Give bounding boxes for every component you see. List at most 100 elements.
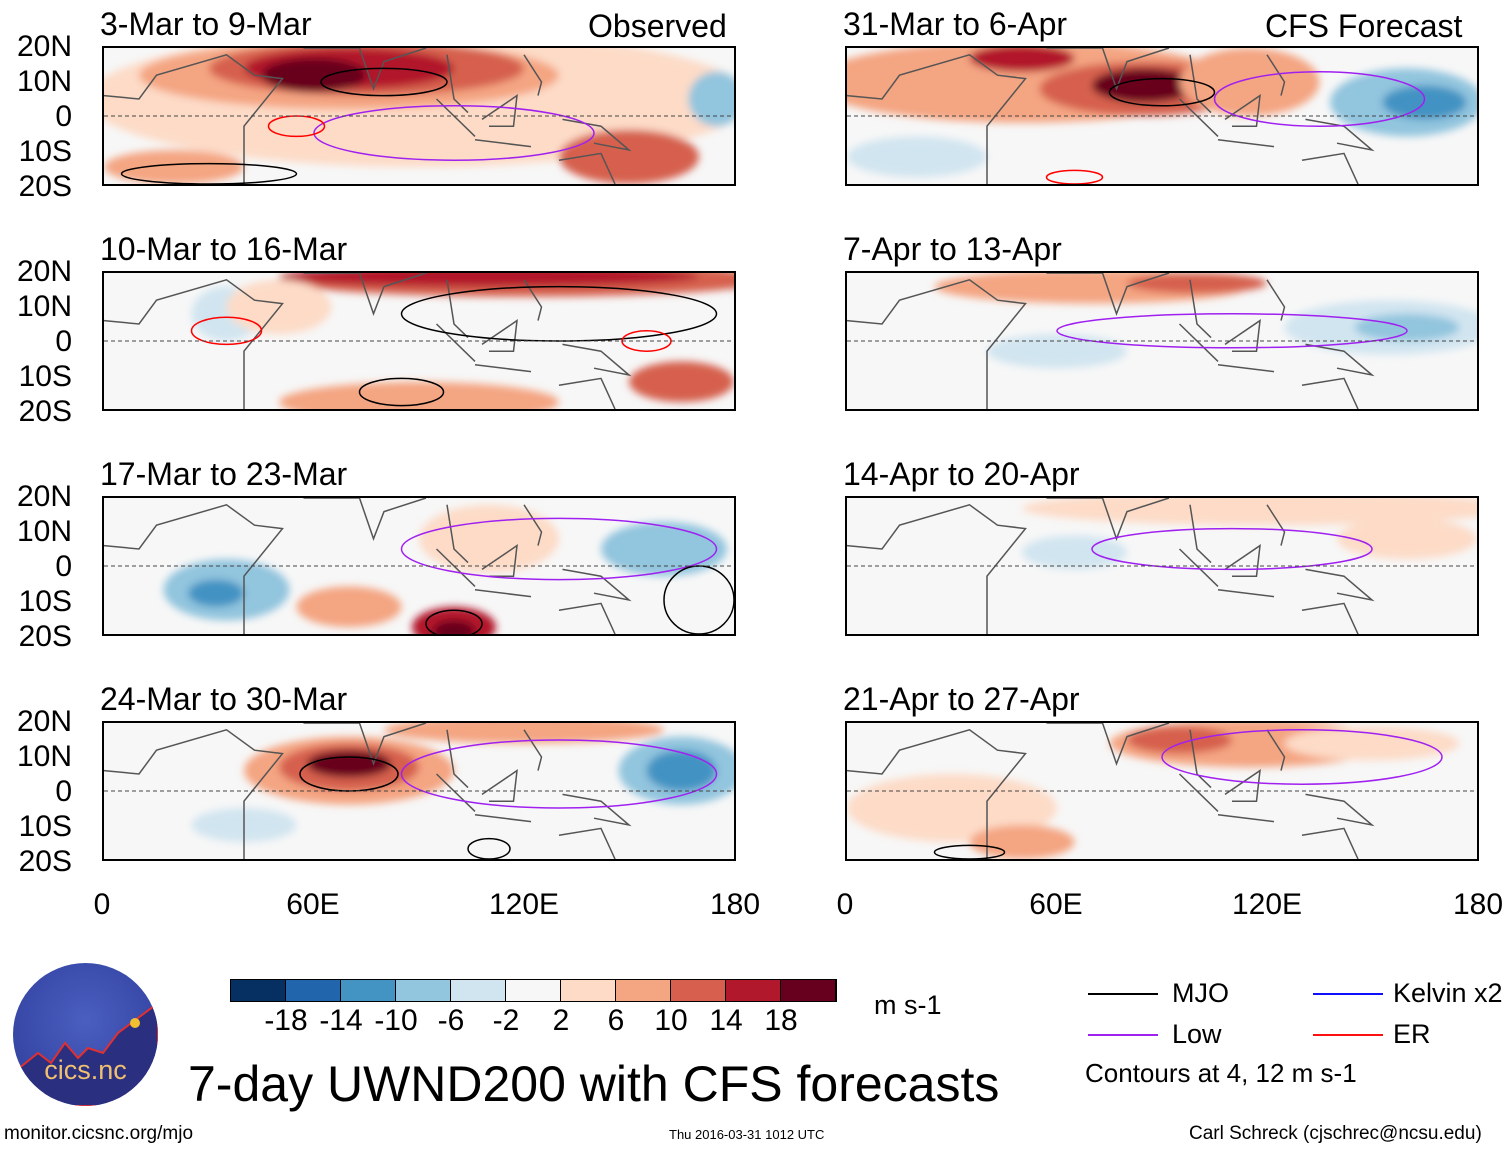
- colorbar-label: 2: [552, 1004, 570, 1037]
- lon-tick-label: 120E: [1231, 888, 1303, 921]
- footer-author: Carl Schreck (cjschrec@ncsu.edu): [1189, 1123, 1482, 1144]
- footer-url[interactable]: monitor.cicsnc.org/mjo: [4, 1123, 194, 1144]
- lat-tick-label: 20S: [18, 845, 72, 878]
- map-panel: [845, 496, 1479, 636]
- anomaly-region: [1022, 535, 1127, 570]
- contour-line: [1108, 77, 1216, 107]
- legend-mjo-line: [1088, 993, 1158, 995]
- observed-label: Observed: [588, 8, 727, 44]
- lat-tick-label: 10S: [18, 135, 72, 168]
- coastline: [104, 48, 632, 184]
- coastline: [847, 273, 1375, 409]
- colorbar-label: -14: [319, 1004, 363, 1037]
- legend-low: Low: [1172, 1019, 1222, 1049]
- map-panel: [102, 496, 736, 636]
- lat-tick-label: 20N: [16, 480, 72, 513]
- panel-title: 31-Mar to 6-Apr: [843, 6, 1068, 42]
- colorbar-swatch: [671, 980, 726, 1001]
- lat-tick-label: 20N: [16, 705, 72, 738]
- colorbar-units: m s-1: [874, 990, 942, 1020]
- anomaly-region: [688, 71, 734, 127]
- lon-tick-label: 60E: [286, 888, 340, 921]
- anomaly-region: [1284, 726, 1460, 761]
- coastline: [847, 48, 1375, 184]
- coastline: [847, 723, 1375, 859]
- contour-line: [120, 162, 298, 184]
- lat-tick-label: 0: [55, 775, 72, 808]
- lon-tick-label: 120E: [488, 888, 560, 921]
- lat-tick-label: 10S: [18, 810, 72, 843]
- map-panel: [102, 721, 736, 861]
- colorbar-label: -10: [374, 1004, 418, 1037]
- lat-tick-label: 10N: [16, 290, 72, 323]
- lat-tick-label: 20N: [16, 30, 72, 63]
- colorbar-swatch: [561, 980, 616, 1001]
- panel-title: 14-Apr to 20-Apr: [843, 456, 1080, 492]
- lat-tick-label: 0: [55, 550, 72, 583]
- anomaly-region: [1127, 726, 1232, 754]
- anomaly-region: [104, 150, 244, 184]
- lon-tick-label: 0: [93, 888, 111, 921]
- anomaly-region: [969, 825, 1075, 859]
- contour-line: [190, 316, 263, 346]
- contour-line: [1213, 71, 1426, 127]
- anomaly-region: [646, 750, 717, 791]
- lat-tick-label: 0: [55, 325, 72, 358]
- anomaly-region: [1354, 313, 1460, 341]
- figure-title: 7-day UWND200 with CFS forecasts: [188, 1056, 1000, 1112]
- lat-tick-label: 20N: [16, 255, 72, 288]
- colorbar-swatch: [396, 980, 451, 1001]
- anomaly-region: [1127, 273, 1267, 294]
- lat-tick-label: 10N: [16, 515, 72, 548]
- footer-timestamp: Thu 2016-03-31 1012 UTC: [669, 1127, 825, 1142]
- contour-line: [1091, 527, 1373, 571]
- anomaly-region: [279, 381, 559, 409]
- anomaly-region: [1022, 498, 1477, 526]
- coastline: [847, 498, 1375, 634]
- panel-title: 7-Apr to 13-Apr: [843, 231, 1062, 267]
- contour-line: [400, 739, 718, 809]
- lon-tick-label: 180: [1452, 888, 1504, 921]
- legend-er-line: [1313, 1034, 1383, 1036]
- lon-tick-label: 60E: [1029, 888, 1083, 921]
- anomaly-region: [307, 750, 391, 778]
- map-panel: [845, 46, 1479, 186]
- legend-kelvin-line: [1313, 993, 1383, 995]
- anomaly-region: [1092, 68, 1197, 103]
- colorbar-swatch: [781, 980, 836, 1001]
- logo-text: cics.nc: [44, 1055, 127, 1085]
- cicsnc-logo: cics.nc: [13, 963, 158, 1106]
- lat-tick-label: 20S: [18, 170, 72, 203]
- contour-line: [1056, 313, 1408, 349]
- anomaly-region: [261, 58, 367, 93]
- map-panel: [102, 271, 736, 411]
- contour-line: [663, 565, 734, 634]
- anomaly-region: [419, 504, 559, 573]
- panel-title: 24-Mar to 30-Mar: [100, 681, 348, 717]
- contour-line: [358, 377, 445, 407]
- colorbar-swatch: [616, 980, 671, 1001]
- anomaly-region: [629, 361, 734, 403]
- legend-er: ER: [1393, 1019, 1431, 1049]
- contour-line: [313, 105, 595, 161]
- lat-tick-label: 10N: [16, 740, 72, 773]
- anomaly-region: [1337, 518, 1477, 560]
- lat-tick-label: 10N: [16, 65, 72, 98]
- lat-tick-label: 20S: [18, 395, 72, 428]
- map-panel: [845, 271, 1479, 411]
- colorbar-label: 18: [764, 1004, 798, 1037]
- lat-tick-label: 10S: [18, 585, 72, 618]
- lon-tick-label: 180: [709, 888, 761, 921]
- lon-tick-label: 0: [836, 888, 854, 921]
- legend-kelvin: Kelvin x2: [1393, 978, 1503, 1008]
- colorbar-label: -6: [437, 1004, 465, 1037]
- lat-tick-label: 20S: [18, 620, 72, 653]
- colorbar: [230, 979, 837, 1002]
- coastline: [104, 273, 632, 409]
- panel-title: 3-Mar to 9-Mar: [100, 6, 312, 42]
- contour-line: [1161, 729, 1443, 785]
- coastline: [104, 498, 632, 634]
- colorbar-label: -2: [492, 1004, 520, 1037]
- colorbar-swatch: [506, 980, 561, 1001]
